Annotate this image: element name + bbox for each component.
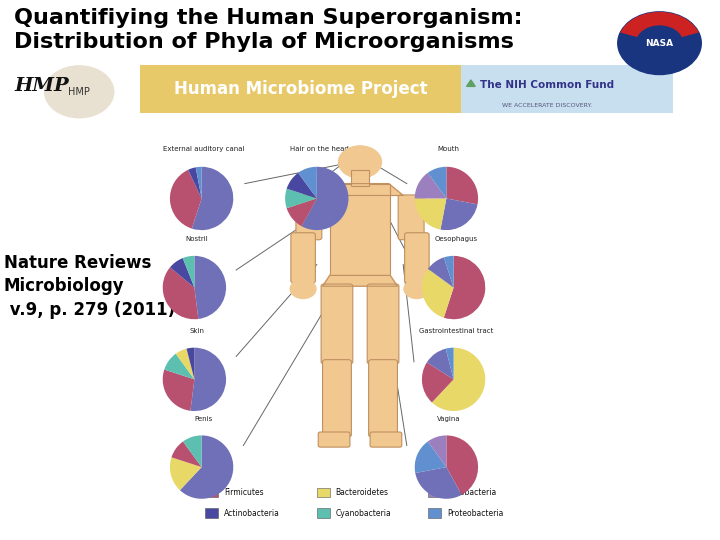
Text: Nostril: Nostril [185, 236, 208, 242]
Wedge shape [446, 348, 454, 379]
Circle shape [618, 12, 701, 75]
Text: Bacteroidetes: Bacteroidetes [336, 488, 389, 497]
Text: The NIH Common Fund: The NIH Common Fund [480, 80, 614, 90]
Text: Hair on the head: Hair on the head [289, 146, 348, 152]
Wedge shape [446, 435, 478, 495]
Wedge shape [183, 435, 202, 467]
Text: Distribution of Phyla of Microorganisms: Distribution of Phyla of Microorganisms [14, 32, 514, 52]
Text: Fusobacteria: Fusobacteria [447, 488, 496, 497]
Bar [317, 488, 330, 497]
Wedge shape [170, 170, 202, 228]
Wedge shape [422, 269, 454, 318]
FancyBboxPatch shape [318, 432, 350, 447]
Wedge shape [446, 167, 478, 204]
Text: Proteobacteria: Proteobacteria [447, 509, 503, 517]
FancyBboxPatch shape [321, 284, 353, 364]
Circle shape [404, 279, 430, 299]
Text: Skin: Skin [189, 328, 204, 334]
Circle shape [290, 279, 316, 299]
Text: External auditory canal: External auditory canal [163, 146, 245, 152]
FancyBboxPatch shape [291, 233, 315, 283]
Wedge shape [422, 362, 454, 402]
FancyBboxPatch shape [140, 65, 461, 113]
Wedge shape [415, 173, 446, 198]
Wedge shape [196, 167, 202, 198]
Wedge shape [170, 457, 202, 490]
Wedge shape [428, 167, 446, 198]
FancyBboxPatch shape [367, 284, 399, 364]
Wedge shape [170, 258, 194, 287]
Bar [428, 488, 441, 497]
FancyBboxPatch shape [351, 170, 369, 186]
Polygon shape [467, 80, 475, 86]
FancyBboxPatch shape [461, 65, 673, 113]
Circle shape [338, 146, 382, 178]
Wedge shape [444, 256, 454, 287]
Wedge shape [441, 198, 477, 230]
Wedge shape [186, 348, 194, 379]
Text: Human Microbiome Project: Human Microbiome Project [174, 80, 428, 98]
Wedge shape [415, 198, 446, 230]
Text: Nature Reviews
Microbiology
 v.9, p. 279 (2011): Nature Reviews Microbiology v.9, p. 279 … [4, 254, 175, 319]
Wedge shape [427, 349, 454, 379]
Text: Firmicutes: Firmicutes [224, 488, 264, 497]
Wedge shape [415, 442, 446, 473]
FancyBboxPatch shape [369, 360, 397, 437]
FancyBboxPatch shape [296, 195, 322, 240]
Wedge shape [171, 442, 202, 467]
Wedge shape [428, 435, 446, 467]
FancyBboxPatch shape [323, 360, 351, 437]
Wedge shape [302, 167, 348, 230]
Text: Vagina: Vagina [437, 416, 460, 422]
Wedge shape [287, 173, 317, 198]
Polygon shape [323, 275, 397, 286]
Text: Penis: Penis [194, 416, 213, 422]
FancyBboxPatch shape [330, 184, 390, 275]
Wedge shape [183, 256, 194, 287]
Bar [428, 508, 441, 518]
Text: Actinobacteria: Actinobacteria [224, 509, 280, 517]
Wedge shape [192, 167, 233, 230]
Text: Gastrointestinal tract: Gastrointestinal tract [418, 328, 493, 334]
Text: NASA: NASA [645, 39, 674, 48]
Wedge shape [190, 348, 226, 411]
Wedge shape [164, 354, 194, 379]
Bar [317, 508, 330, 518]
Wedge shape [298, 167, 317, 198]
Text: Quantifiying the Human Superorganism:: Quantifiying the Human Superorganism: [14, 8, 523, 28]
Bar [205, 508, 218, 518]
Circle shape [45, 66, 114, 118]
Text: HMP: HMP [68, 87, 90, 97]
Text: WE ACCELERATE DISCOVERY.: WE ACCELERATE DISCOVERY. [502, 103, 593, 108]
Wedge shape [620, 12, 699, 37]
Polygon shape [317, 184, 403, 195]
Wedge shape [180, 435, 233, 499]
FancyBboxPatch shape [398, 195, 424, 240]
Wedge shape [176, 349, 194, 379]
Wedge shape [285, 188, 317, 208]
Text: Mouth: Mouth [438, 146, 459, 152]
Wedge shape [163, 369, 194, 411]
Bar [205, 488, 218, 497]
Wedge shape [188, 167, 202, 198]
Wedge shape [287, 198, 317, 226]
Wedge shape [428, 258, 454, 287]
Wedge shape [432, 348, 485, 411]
Wedge shape [163, 267, 199, 319]
Text: Oesophagus: Oesophagus [434, 236, 477, 242]
Text: Cyanobacteria: Cyanobacteria [336, 509, 391, 517]
FancyBboxPatch shape [405, 233, 429, 283]
Wedge shape [444, 256, 485, 319]
Wedge shape [415, 467, 462, 499]
Text: HMP: HMP [14, 77, 69, 96]
FancyBboxPatch shape [370, 432, 402, 447]
Wedge shape [194, 256, 226, 319]
